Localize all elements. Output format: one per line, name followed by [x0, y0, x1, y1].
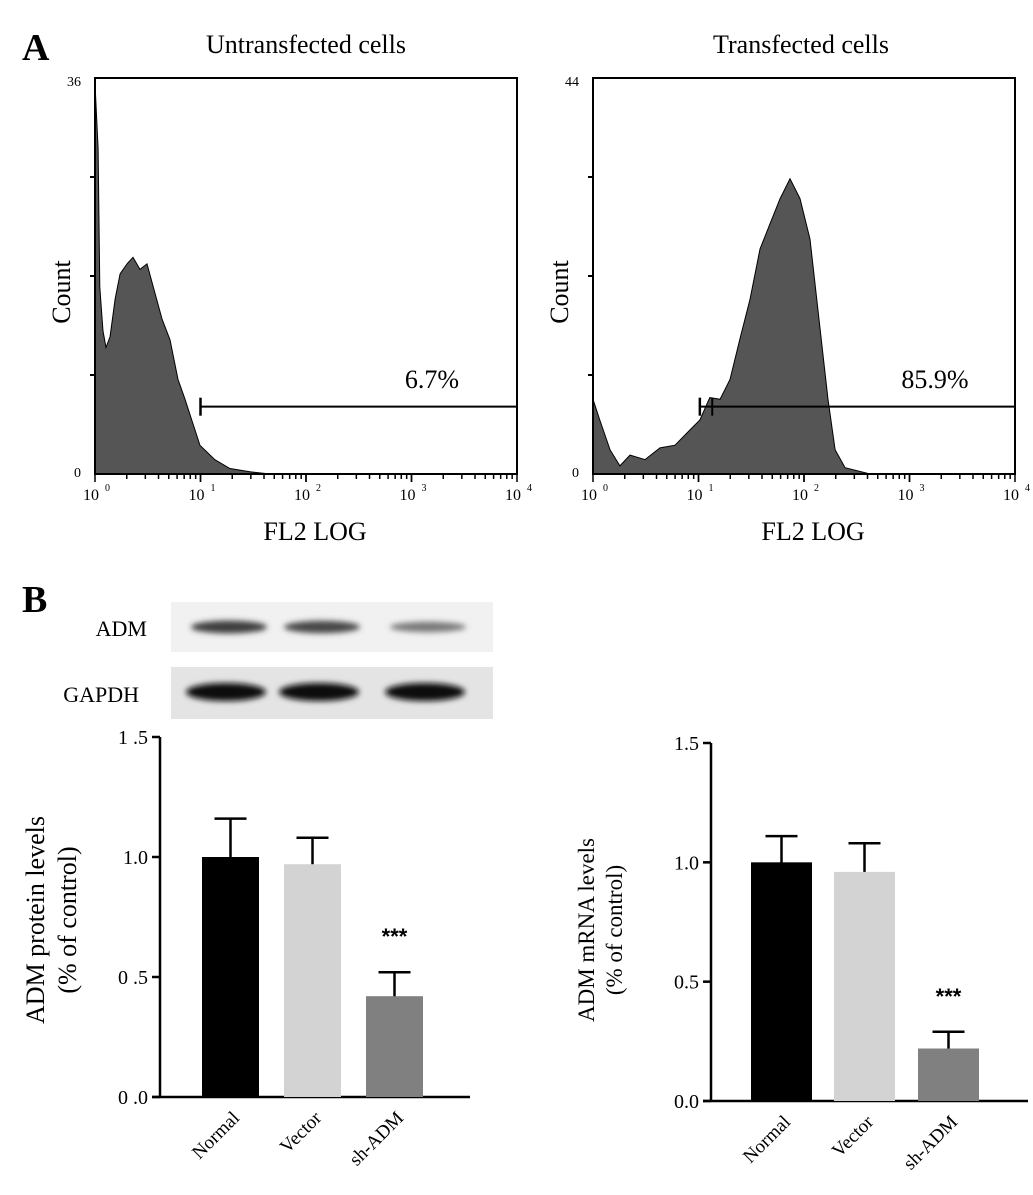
hist2-xtick-label: 10 — [687, 487, 703, 504]
panel-label-a: A — [22, 27, 50, 69]
hist2-xlabel: FL2 LOG — [761, 517, 864, 546]
hist1-xtick-label: 10 — [400, 487, 416, 504]
hist1-ytick-label: 0 — [74, 466, 81, 481]
bar2-ylabel-line2: (% of control) — [602, 865, 627, 995]
hist2-xtick-label: 10 — [581, 487, 597, 504]
bar2-bar-vector — [834, 871, 895, 1101]
hist2-ytick-label: 0 — [572, 466, 579, 481]
hist1-gate-label: 6.7% — [405, 365, 459, 394]
gapdh-band — [385, 683, 465, 701]
hist1-xtick-label: 10 — [505, 487, 521, 504]
blot-label-adm: ADM — [96, 616, 147, 641]
bar2-category-label: Normal — [739, 1112, 795, 1168]
hist1-ytick-label: 36 — [67, 75, 81, 90]
hist1-ylabel: Count — [47, 259, 76, 323]
hist1-xtick-label: 10 — [294, 487, 310, 504]
hist2-xtick-exponent: 3 — [920, 483, 925, 494]
hist1-xtick-exponent: 0 — [105, 483, 110, 494]
bar1-category-label: sh-ADM — [345, 1108, 408, 1171]
bar1-category-label: Normal — [188, 1108, 244, 1164]
hist2-xtick-exponent: 2 — [814, 483, 819, 494]
bar1-bar-sh-adm — [366, 996, 423, 1097]
hist1-xtick-exponent: 2 — [316, 483, 321, 494]
bar2-significance-marker: *** — [936, 984, 962, 1009]
bar2-ytick-label: 0.0 — [674, 1091, 699, 1113]
hist2-title: Transfected cells — [713, 30, 889, 59]
hist2-gate-label: 85.9% — [901, 365, 968, 394]
bar1-category-label: Vector — [276, 1107, 326, 1157]
hist2-xtick-label: 10 — [792, 487, 808, 504]
adm-band — [390, 621, 466, 633]
bar2-category-label: Vector — [828, 1111, 878, 1161]
blot-label-gapdh: GAPDH — [63, 682, 139, 707]
panel-label-b: B — [22, 579, 47, 621]
hist1-xlabel: FL2 LOG — [263, 517, 366, 546]
bar2-bar-sh-adm — [918, 1048, 979, 1101]
bar1-bar-normal — [202, 857, 259, 1097]
hist1-histogram-area — [94, 83, 271, 475]
hist1-xtick-label: 10 — [83, 487, 99, 504]
hist1-xtick-exponent: 4 — [527, 483, 532, 494]
bar2-ylabel-line1: ADM mRNA levels — [574, 838, 599, 1022]
hist2-histogram-area — [592, 177, 871, 475]
hist1-xtick-exponent: 1 — [211, 483, 216, 494]
adm-band — [284, 620, 360, 634]
bar1-ytick-label: 1 .5 — [118, 727, 148, 749]
bar2-ytick-label: 1.5 — [674, 733, 699, 755]
hist2-xtick-label: 10 — [1003, 487, 1019, 504]
hist2-ylabel: Count — [545, 259, 574, 323]
hist2-xtick-exponent: 1 — [709, 483, 714, 494]
adm-band — [191, 620, 267, 634]
bar2-bar-normal — [751, 862, 812, 1101]
bar1-ytick-label: 0 .0 — [118, 1087, 148, 1109]
hist2-xtick-exponent: 4 — [1025, 483, 1030, 494]
bar2-ytick-label: 1.0 — [674, 852, 699, 874]
hist2-xtick-label: 10 — [898, 487, 914, 504]
hist2-ytick-label: 44 — [565, 75, 579, 90]
hist1-xtick-exponent: 3 — [422, 483, 427, 494]
hist2-xtick-exponent: 0 — [603, 483, 608, 494]
bar2-ytick-label: 0.5 — [674, 972, 699, 994]
bar1-ylabel-line2: (% of control) — [53, 846, 82, 993]
bar2-category-label: sh-ADM — [899, 1112, 962, 1175]
hist1-title: Untransfected cells — [206, 30, 406, 59]
hist1-xtick-label: 10 — [189, 487, 205, 504]
bar1-ytick-label: 1.0 — [123, 847, 148, 869]
gapdh-band — [279, 683, 359, 701]
bar1-ytick-label: 0 .5 — [118, 967, 148, 989]
bar1-bar-vector — [284, 864, 341, 1097]
bar1-ylabel-line1: ADM protein levels — [21, 816, 50, 1024]
bar1-significance-marker: *** — [382, 924, 408, 949]
gapdh-band — [186, 683, 266, 701]
